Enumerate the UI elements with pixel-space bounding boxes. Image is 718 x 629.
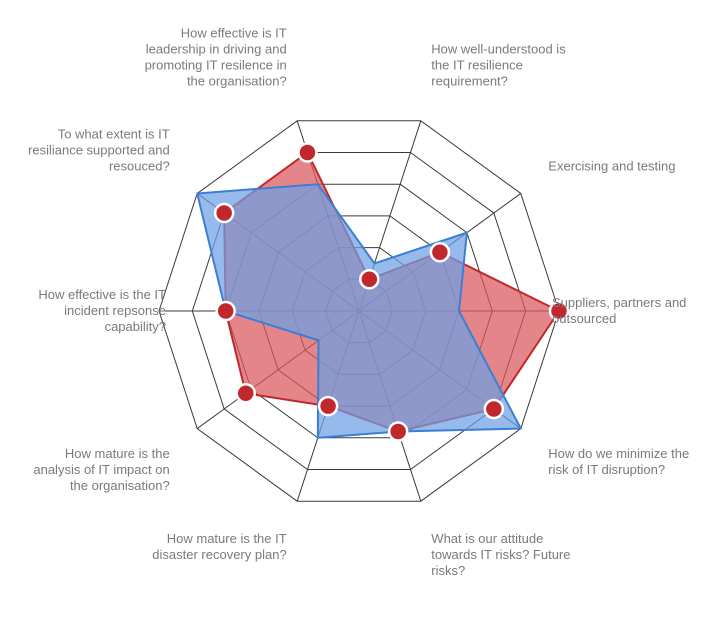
axis-label-5: How mature is the IT disaster recovery pl… — [152, 531, 286, 562]
axis-label-8: To what extent is IT resiliance supported… — [28, 126, 170, 173]
axis-label-9-line-0: How effective is IT — [181, 25, 287, 40]
axis-label-6-line-2: the organisation? — [70, 478, 170, 493]
series-0-point-4 — [387, 421, 409, 442]
series-0-point-2 — [548, 300, 570, 322]
axis-label-2-line-0: Suppliers, partners and — [552, 295, 686, 310]
axis-label-6-line-0: How mature is the — [65, 446, 170, 461]
series-0-point-6 — [235, 383, 256, 404]
axis-label-0-line-1: the IT resilience — [431, 57, 523, 72]
axis-label-6: How mature is the analysis of IT impact o… — [33, 446, 169, 493]
series-0-point-9 — [297, 142, 318, 163]
axis-label-4: What is our attitude towards IT risks? Fu… — [431, 531, 570, 578]
axis-label-8-line-2: resouced? — [109, 158, 170, 173]
axis-label-3: How do we minimize the risk of IT disrupt… — [548, 446, 689, 477]
axis-label-1: Exercising and testing — [548, 158, 675, 173]
series-0-point-1 — [429, 241, 451, 263]
axis-label-4-line-1: towards IT risks? Future — [431, 547, 570, 562]
axis-label-7-line-2: capability? — [105, 319, 166, 334]
axis-label-3-line-0: How do we minimize the — [548, 446, 689, 461]
axis-label-9: How effective is IT leadership in driving… — [145, 25, 287, 88]
axis-label-4-line-2: risks? — [431, 563, 465, 578]
axis-label-9-line-2: promoting IT resilence in — [145, 57, 287, 72]
axis-label-7-line-1: incident repsonse — [64, 303, 166, 318]
axis-label-5-line-1: disaster recovery plan? — [152, 547, 286, 562]
series-0-point-3 — [483, 398, 505, 420]
series-0-point-0 — [359, 269, 380, 290]
axis-label-7: How effective is the IT incident repsonse… — [38, 287, 166, 334]
axis-label-9-line-1: leadership in driving and — [146, 41, 287, 56]
axis-label-0-line-0: How well-understood is — [431, 41, 566, 56]
axis-label-4-line-0: What is our attitude — [431, 531, 543, 546]
series-0-point-5 — [317, 395, 339, 417]
axis-label-9-line-3: the organisation? — [187, 73, 287, 88]
radar-axis-labels: How well-understood is the IT resilience r… — [28, 25, 689, 578]
axis-label-6-line-1: analysis of IT impact on — [33, 462, 169, 477]
axis-label-2-line-1: outsourced — [552, 311, 616, 326]
axis-label-7-line-0: How effective is the IT — [38, 287, 166, 302]
axis-label-5-line-0: How mature is the IT — [167, 531, 287, 546]
axis-label-0: How well-understood is the IT resilience r… — [431, 41, 566, 88]
axis-label-3-line-1: risk of IT disruption? — [548, 462, 665, 477]
axis-label-1-line-0: Exercising and testing — [548, 158, 675, 173]
axis-label-8-line-0: To what extent is IT — [58, 126, 170, 141]
axis-label-0-line-2: requirement? — [431, 73, 508, 88]
axis-label-8-line-1: resiliance supported and — [28, 142, 170, 157]
series-0-point-7 — [215, 300, 236, 322]
radar-marker-layer — [213, 142, 570, 442]
series-0-point-8 — [213, 202, 235, 224]
axis-label-2: Suppliers, partners and outsourced — [552, 295, 686, 326]
